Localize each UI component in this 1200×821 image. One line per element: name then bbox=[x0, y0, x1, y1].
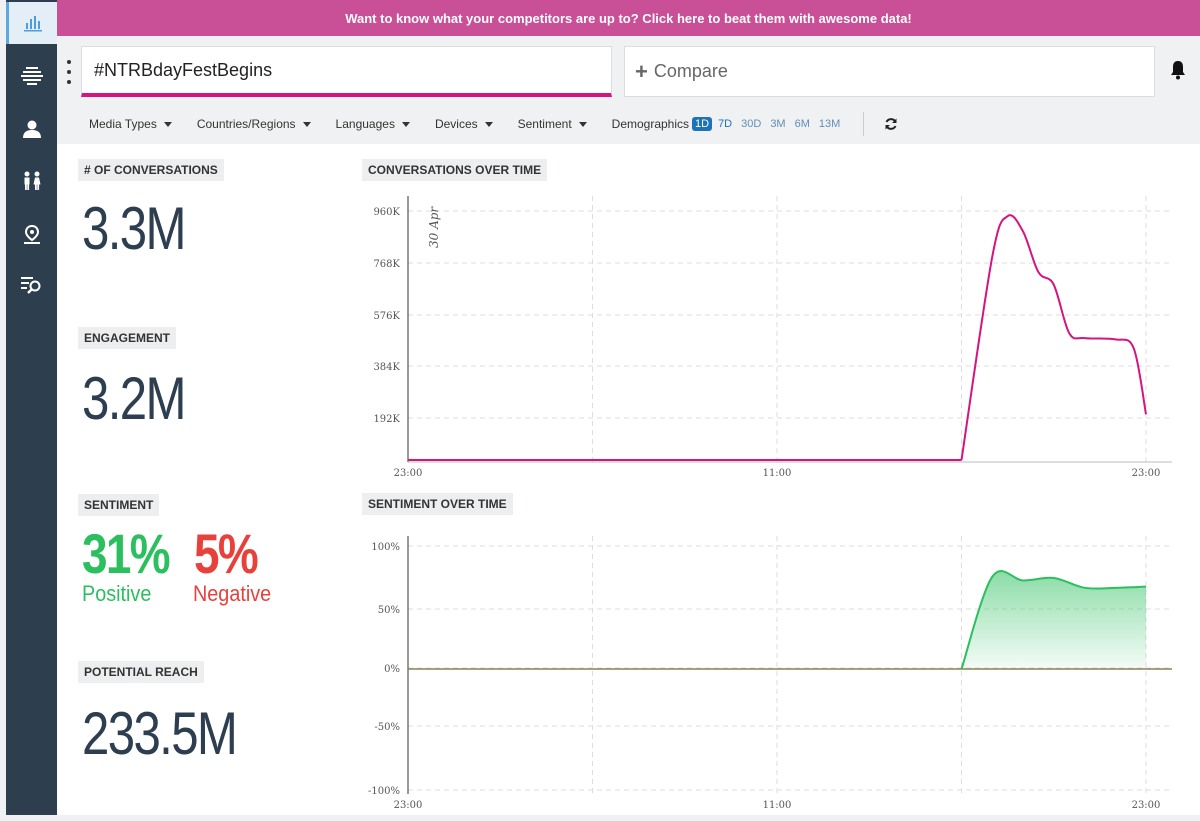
x-tick-label: 23:00 bbox=[394, 468, 423, 479]
engagement-value: 3.2M bbox=[82, 365, 186, 432]
caret-down-icon bbox=[484, 122, 493, 128]
search-box bbox=[81, 46, 612, 97]
y-tick-label: -100% bbox=[368, 786, 400, 797]
y-tick-label: 576K bbox=[373, 311, 400, 322]
sidebar bbox=[6, 0, 57, 815]
sentiment-line bbox=[960, 570, 1147, 670]
conversations-line bbox=[960, 214, 1147, 461]
x-tick-label: 11:00 bbox=[763, 800, 792, 811]
compare-button[interactable]: + Compare bbox=[624, 46, 1155, 97]
reach-value: 233.5M bbox=[82, 700, 238, 767]
range-7d[interactable]: 7D bbox=[718, 118, 733, 130]
conversations-label: # OF CONVERSATIONS bbox=[78, 159, 224, 181]
x-tick-label: 11:00 bbox=[763, 468, 792, 479]
refresh-icon[interactable] bbox=[884, 117, 898, 136]
y-tick-label: 960K bbox=[373, 207, 400, 218]
conversations-chart-title: CONVERSATIONS OVER TIME bbox=[362, 159, 548, 181]
range-3m[interactable]: 3M bbox=[770, 118, 786, 130]
plus-icon: + bbox=[635, 58, 648, 84]
filter-devices[interactable]: Devices bbox=[435, 117, 493, 131]
chart-bars-icon bbox=[24, 16, 42, 32]
sidebar-item-overview[interactable] bbox=[6, 2, 57, 44]
x-tick-label: 23:00 bbox=[1132, 800, 1161, 811]
sentiment-area bbox=[961, 570, 1146, 669]
filter-countries[interactable]: Countries/Regions bbox=[197, 117, 311, 131]
sentiment-chart: 100% 50% 0% -50% -100% 23:00 11:00 23:00 bbox=[368, 536, 1172, 811]
y-tick-label: 100% bbox=[371, 542, 400, 553]
compare-label: Compare bbox=[653, 61, 728, 81]
sidebar-item-locations[interactable] bbox=[6, 214, 57, 256]
filter-languages[interactable]: Languages bbox=[336, 117, 410, 131]
filter-demographics[interactable]: Demographics bbox=[612, 117, 705, 131]
y-tick-label: 384K bbox=[373, 362, 400, 373]
filter-sentiment[interactable]: Sentiment bbox=[518, 117, 587, 131]
caret-down-icon bbox=[401, 122, 410, 128]
filter-bar: Media Types Countries/Regions Languages … bbox=[89, 114, 729, 134]
negative-label: Negative bbox=[193, 581, 272, 606]
sidebar-item-mentions[interactable] bbox=[6, 264, 57, 306]
reach-label: POTENTIAL REACH bbox=[78, 661, 204, 683]
user-icon bbox=[22, 120, 41, 138]
range-13m[interactable]: 13M bbox=[818, 118, 841, 130]
negative-value: 5% bbox=[194, 522, 259, 585]
positive-value: 31% bbox=[82, 522, 171, 585]
caret-down-icon bbox=[302, 122, 311, 128]
engagement-label: ENGAGEMENT bbox=[78, 327, 177, 349]
x-tick-label: 23:00 bbox=[1132, 468, 1161, 479]
sidebar-item-influencers[interactable] bbox=[6, 108, 57, 150]
y-tick-label: 192K bbox=[373, 414, 400, 425]
date-annotation: 30 Apr bbox=[427, 206, 441, 248]
search-input[interactable] bbox=[82, 47, 611, 93]
sidebar-item-demographics[interactable] bbox=[6, 160, 57, 202]
conversations-value: 3.3M bbox=[82, 195, 186, 262]
y-tick-label: -50% bbox=[374, 722, 400, 733]
caret-down-icon bbox=[163, 122, 172, 128]
promo-banner[interactable]: Want to know what your competitors are u… bbox=[57, 0, 1200, 36]
range-1d[interactable]: 1D bbox=[692, 117, 713, 131]
range-selector: 1D 7D 30D 3M 6M 13M bbox=[692, 117, 846, 131]
sentiment-label: SENTIMENT bbox=[78, 494, 160, 516]
x-tick-label: 23:00 bbox=[394, 800, 423, 811]
bell-icon[interactable] bbox=[1170, 60, 1186, 85]
y-tick-label: 768K bbox=[373, 259, 400, 270]
people-icon bbox=[24, 171, 40, 190]
conversations-chart: 960K 768K 576K 384K 192K 23:00 11:00 23:00 30 Ap… bbox=[373, 196, 1172, 479]
sentiment-chart-title: SENTIMENT OVER TIME bbox=[362, 493, 513, 515]
menu-kebab-icon[interactable] bbox=[64, 60, 74, 84]
sidebar-item-sources[interactable] bbox=[6, 54, 57, 96]
range-6m[interactable]: 6M bbox=[794, 118, 810, 130]
layers-icon bbox=[20, 67, 43, 85]
filter-media-types[interactable]: Media Types bbox=[89, 117, 172, 131]
y-tick-label: 50% bbox=[378, 605, 400, 616]
content-panel: # OF CONVERSATIONS 3.3M ENGAGEMENT 3.2M … bbox=[57, 144, 1200, 815]
caret-down-icon bbox=[578, 122, 587, 128]
list-search-icon bbox=[20, 277, 40, 294]
divider bbox=[863, 112, 864, 136]
positive-label: Positive bbox=[82, 581, 152, 606]
range-30d[interactable]: 30D bbox=[741, 118, 762, 130]
y-tick-label: 0% bbox=[384, 664, 400, 675]
location-icon bbox=[23, 225, 40, 244]
